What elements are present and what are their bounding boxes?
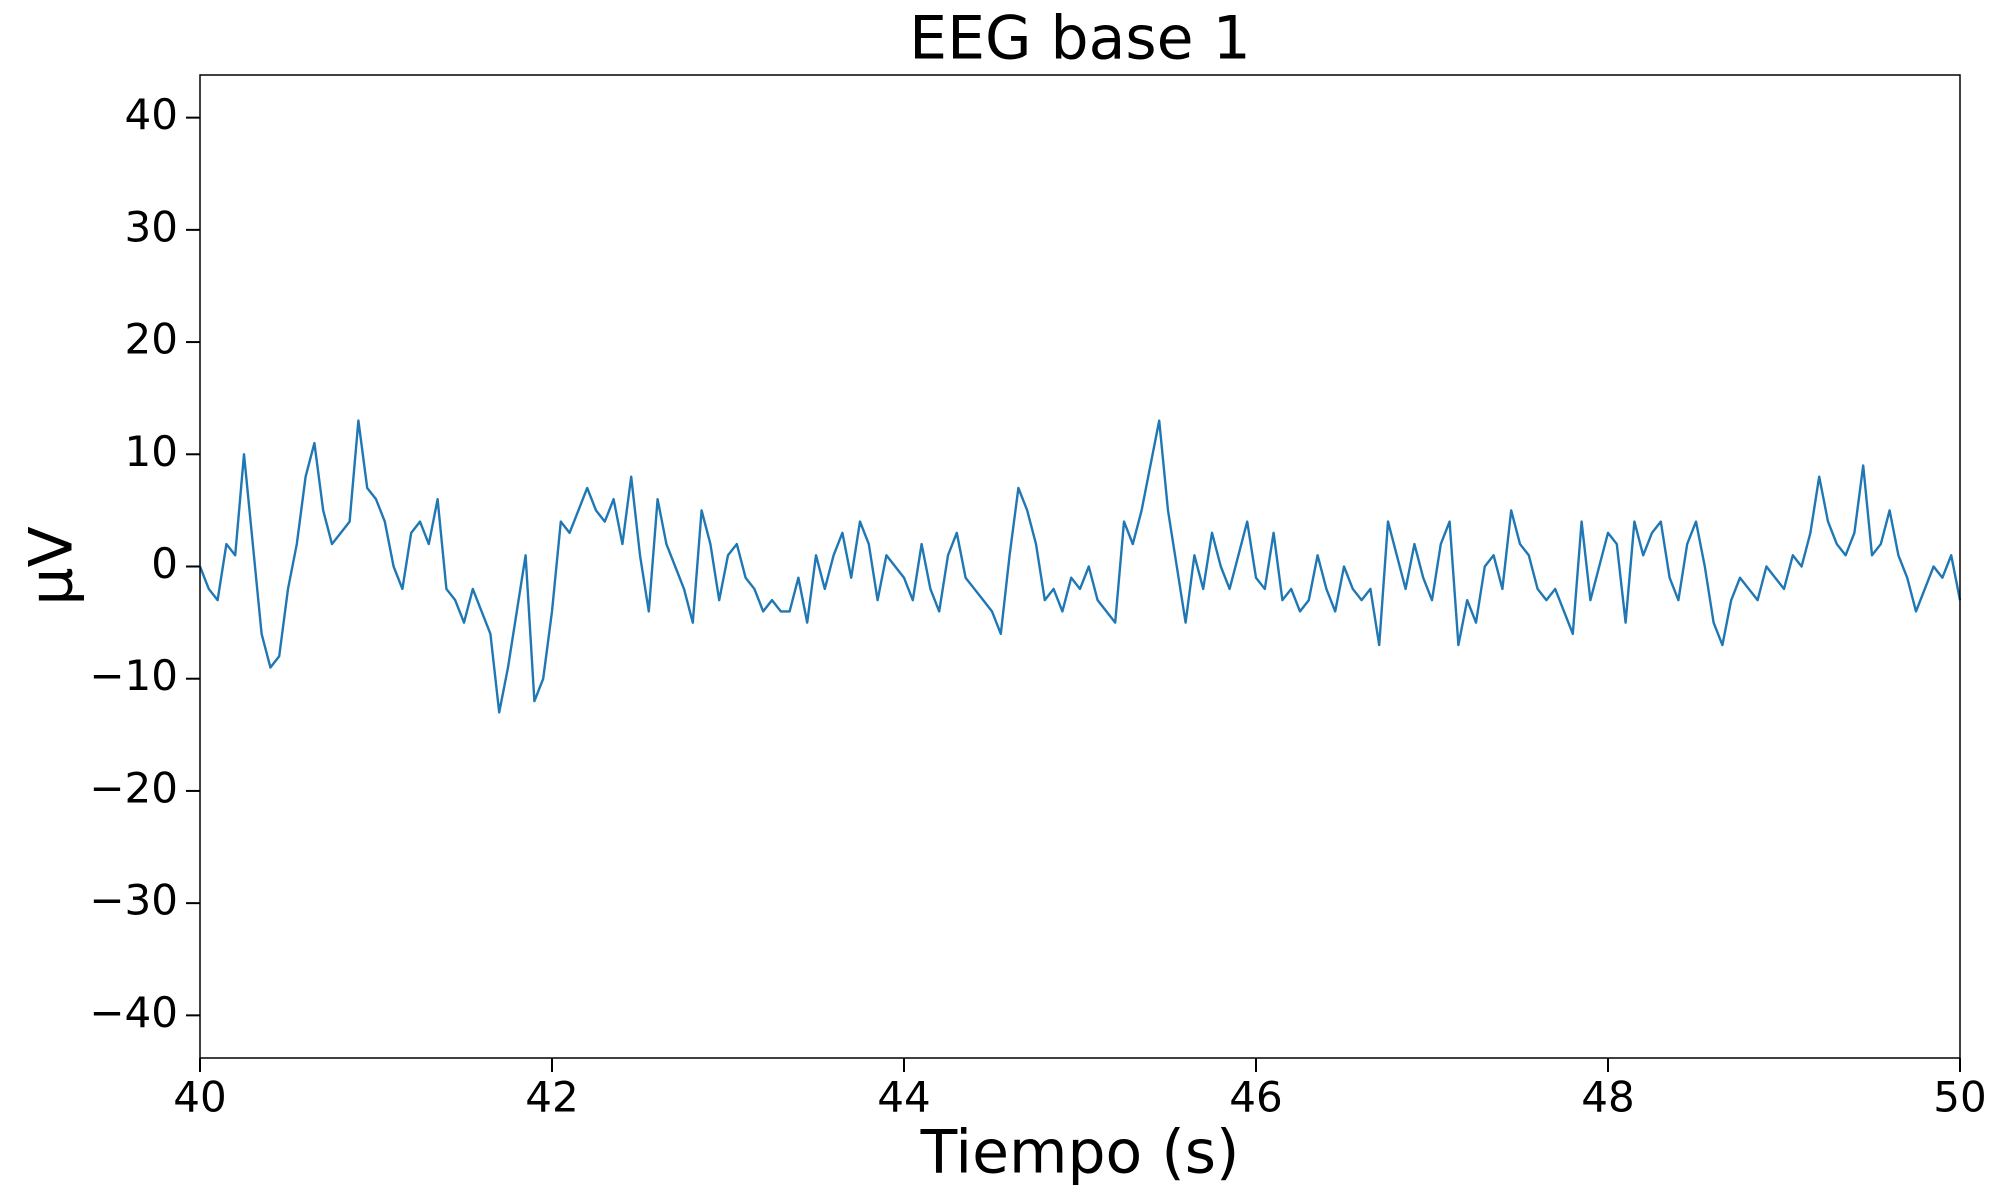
y-tick-label: 20 <box>125 315 178 364</box>
y-tick-label: −20 <box>89 763 178 812</box>
y-axis-label: µV <box>17 526 87 605</box>
chart-title: EEG base 1 <box>909 4 1251 74</box>
x-tick-label: 46 <box>1229 1073 1282 1122</box>
y-tick-label: −30 <box>89 876 178 925</box>
y-tick-label: 0 <box>151 539 178 588</box>
y-tick-label: −40 <box>89 988 178 1037</box>
y-tick-label: −10 <box>89 651 178 700</box>
x-tick-label: 44 <box>877 1073 930 1122</box>
x-tick-label: 40 <box>173 1073 226 1122</box>
x-tick-label: 48 <box>1581 1073 1634 1122</box>
y-tick-label: 10 <box>125 427 178 476</box>
y-tick-label: 30 <box>125 202 178 251</box>
plot-frame <box>199 74 1961 1059</box>
x-tick-label: 50 <box>1933 1073 1986 1122</box>
x-tick-label: 42 <box>525 1073 578 1122</box>
x-axis-label: Tiempo (s) <box>920 1118 1240 1188</box>
y-tick-label: 40 <box>125 90 178 139</box>
signal-line <box>198 419 1962 714</box>
